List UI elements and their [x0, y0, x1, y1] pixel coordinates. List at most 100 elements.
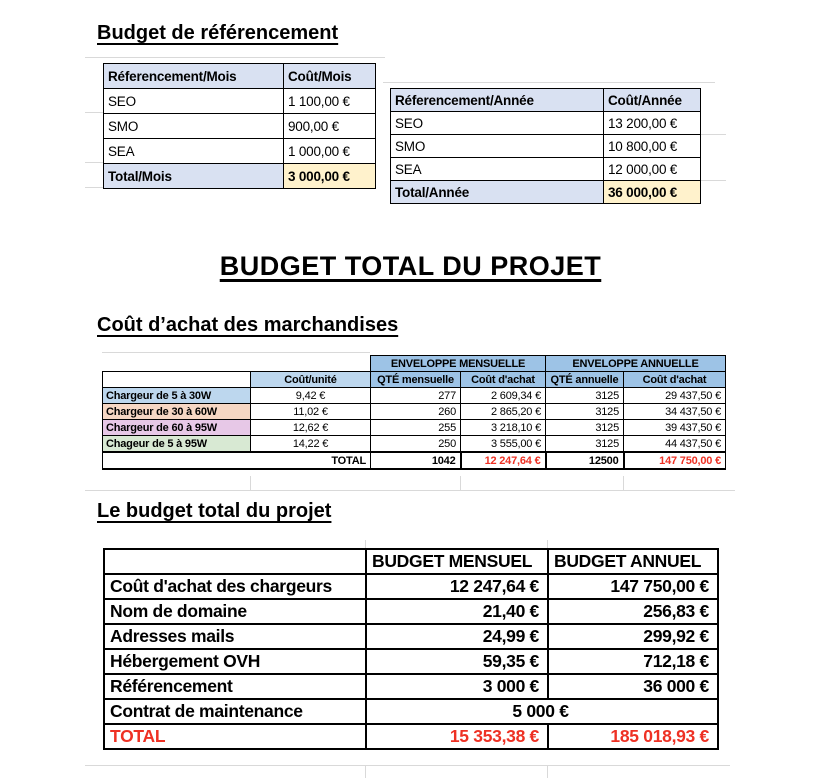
- empty-cell: [102, 371, 251, 388]
- table-cell: SMO: [390, 134, 604, 158]
- table-row: Chargeur de 5 à 30W 9,42 € 277 2 609,34 …: [102, 387, 726, 404]
- table-cell: 59,35 €: [365, 648, 549, 675]
- table-cell: 34 437,50 €: [623, 403, 726, 420]
- column-header: QTÉ mensuelle: [370, 371, 461, 388]
- referencement-annee-table: Réferencement/Année Coût/Année SEO 13 20…: [390, 88, 701, 204]
- table-row: Chargeur de 60 à 95W 12,62 € 255 3 218,1…: [102, 419, 726, 436]
- table-cell: SEA: [390, 157, 604, 181]
- table-cell: 11,02 €: [250, 403, 371, 420]
- table-header-row: Réferencement/Année Coût/Année: [390, 88, 701, 112]
- table-cell: 1 000,00 €: [283, 138, 376, 164]
- column-header: BUDGET MENSUEL: [365, 548, 549, 575]
- table-row: Chageur de 5 à 95W 14,22 € 250 3 555,00 …: [102, 435, 726, 453]
- row-label: Hébergement OVH: [103, 648, 367, 675]
- column-header: Coût/unité: [250, 371, 371, 388]
- main-title: BUDGET TOTAL DU PROJET: [219, 251, 602, 281]
- table-cell: 260: [370, 403, 461, 420]
- gridline: [85, 187, 103, 188]
- gridline: [85, 765, 730, 766]
- group-header-annuelle: ENVELOPPE ANNUELLE: [545, 355, 726, 372]
- gridline: [85, 490, 735, 491]
- table-cell: 2 865,20 €: [460, 403, 546, 420]
- table-cell: 277: [370, 387, 461, 404]
- column-header: Coût d'achat: [460, 371, 546, 388]
- table-row: Référencement 3 000 € 36 000 €: [103, 673, 719, 700]
- table-cell: 39 437,50 €: [623, 419, 726, 436]
- column-header: Réferencement/Mois: [103, 63, 284, 89]
- table-cell: 3125: [545, 403, 624, 420]
- total-cost-mensuel: 12 247,64 €: [460, 451, 547, 470]
- table-cell: SEO: [390, 111, 604, 135]
- table-row: SEO 1 100,00 €: [103, 88, 376, 114]
- table-cell: 1 100,00 €: [283, 88, 376, 114]
- gridline: [365, 540, 366, 548]
- column-header: QTÉ annuelle: [545, 371, 624, 388]
- table-row: SEA 12 000,00 €: [390, 157, 701, 181]
- empty-cell: [102, 355, 371, 372]
- table-cell: 299,92 €: [547, 623, 719, 650]
- row-label: Référencement: [103, 673, 367, 700]
- section-title-referencement: Budget de référencement: [97, 22, 339, 44]
- gridline: [383, 82, 715, 83]
- table-cell: 29 437,50 €: [623, 387, 726, 404]
- table-row: Nom de domaine 21,40 € 256,83 €: [103, 598, 719, 625]
- column-header: Réferencement/Année: [390, 88, 604, 112]
- total-row: Total/Année 36 000,00 €: [390, 180, 701, 204]
- table-cell: 2 609,34 €: [460, 387, 546, 404]
- table-cell: 14,22 €: [250, 435, 371, 453]
- row-label: Chargeur de 60 à 95W: [102, 419, 251, 436]
- table-cell: 3 000 €: [365, 673, 549, 700]
- budget-total-table: BUDGET MENSUEL BUDGET ANNUEL Coût d'acha…: [103, 548, 719, 750]
- total-cost-annuel: 147 750,00 €: [623, 451, 726, 470]
- row-label: Nom de domaine: [103, 598, 367, 625]
- row-label: Chargeur de 5 à 30W: [102, 387, 251, 404]
- table-cell: 10 800,00 €: [603, 134, 701, 158]
- column-header: Coût/Année: [603, 88, 701, 112]
- table-header-row: Réferencement/Mois Coût/Mois: [103, 63, 376, 89]
- table-cell: SMO: [103, 113, 284, 139]
- table-cell: 147 750,00 €: [547, 573, 719, 600]
- gridline: [250, 476, 251, 490]
- table-cell: 9,42 €: [250, 387, 371, 404]
- maintenance-value: 5 000 €: [365, 698, 719, 725]
- row-label: Adresses mails: [103, 623, 367, 650]
- total-value: 36 000,00 €: [603, 180, 701, 204]
- total-label: TOTAL: [103, 723, 367, 750]
- table-row: SEA 1 000,00 €: [103, 138, 376, 164]
- table-header-row: BUDGET MENSUEL BUDGET ANNUEL: [103, 548, 719, 575]
- table-cell: 900,00 €: [283, 113, 376, 139]
- table-row: Hébergement OVH 59,35 € 712,18 €: [103, 648, 719, 675]
- row-label: Chageur de 5 à 95W: [102, 435, 251, 453]
- gridline: [460, 476, 461, 490]
- row-label: Contrat de maintenance: [103, 698, 367, 725]
- table-cell: 44 437,50 €: [623, 435, 726, 453]
- gridline: [701, 180, 726, 181]
- total-row: Total/Mois 3 000,00 €: [103, 163, 376, 189]
- empty-cell: [103, 548, 367, 575]
- column-header: BUDGET ANNUEL: [547, 548, 719, 575]
- table-cell: 13 200,00 €: [603, 111, 701, 135]
- table-cell: 256,83 €: [547, 598, 719, 625]
- table-cell: 3 555,00 €: [460, 435, 546, 453]
- column-header: Coût d'achat: [623, 371, 726, 388]
- total-annuel: 185 018,93 €: [547, 723, 719, 750]
- table-cell: 12,62 €: [250, 419, 371, 436]
- total-qty-annuelle: 12500: [545, 451, 625, 470]
- table-row: Adresses mails 24,99 € 299,92 €: [103, 623, 719, 650]
- section-title-budget-total: Le budget total du projet: [97, 500, 332, 522]
- table-cell: 24,99 €: [365, 623, 549, 650]
- table-cell: 3125: [545, 419, 624, 436]
- table-cell: 3125: [545, 387, 624, 404]
- total-label: Total/Mois: [103, 163, 284, 189]
- maintenance-row: Contrat de maintenance 5 000 €: [103, 698, 719, 725]
- gridline: [547, 765, 548, 778]
- referencement-mois-table: Réferencement/Mois Coût/Mois SEO 1 100,0…: [103, 63, 376, 189]
- gridline: [701, 134, 726, 135]
- row-label: Chargeur de 30 à 60W: [102, 403, 251, 420]
- row-label: Coût d'achat des chargeurs: [103, 573, 367, 600]
- gridline: [85, 112, 103, 113]
- gridline: [623, 476, 624, 490]
- table-row: Chargeur de 30 à 60W 11,02 € 260 2 865,2…: [102, 403, 726, 420]
- section-title-achats: Coût d’achat des marchandises: [97, 314, 399, 336]
- table-cell: SEA: [103, 138, 284, 164]
